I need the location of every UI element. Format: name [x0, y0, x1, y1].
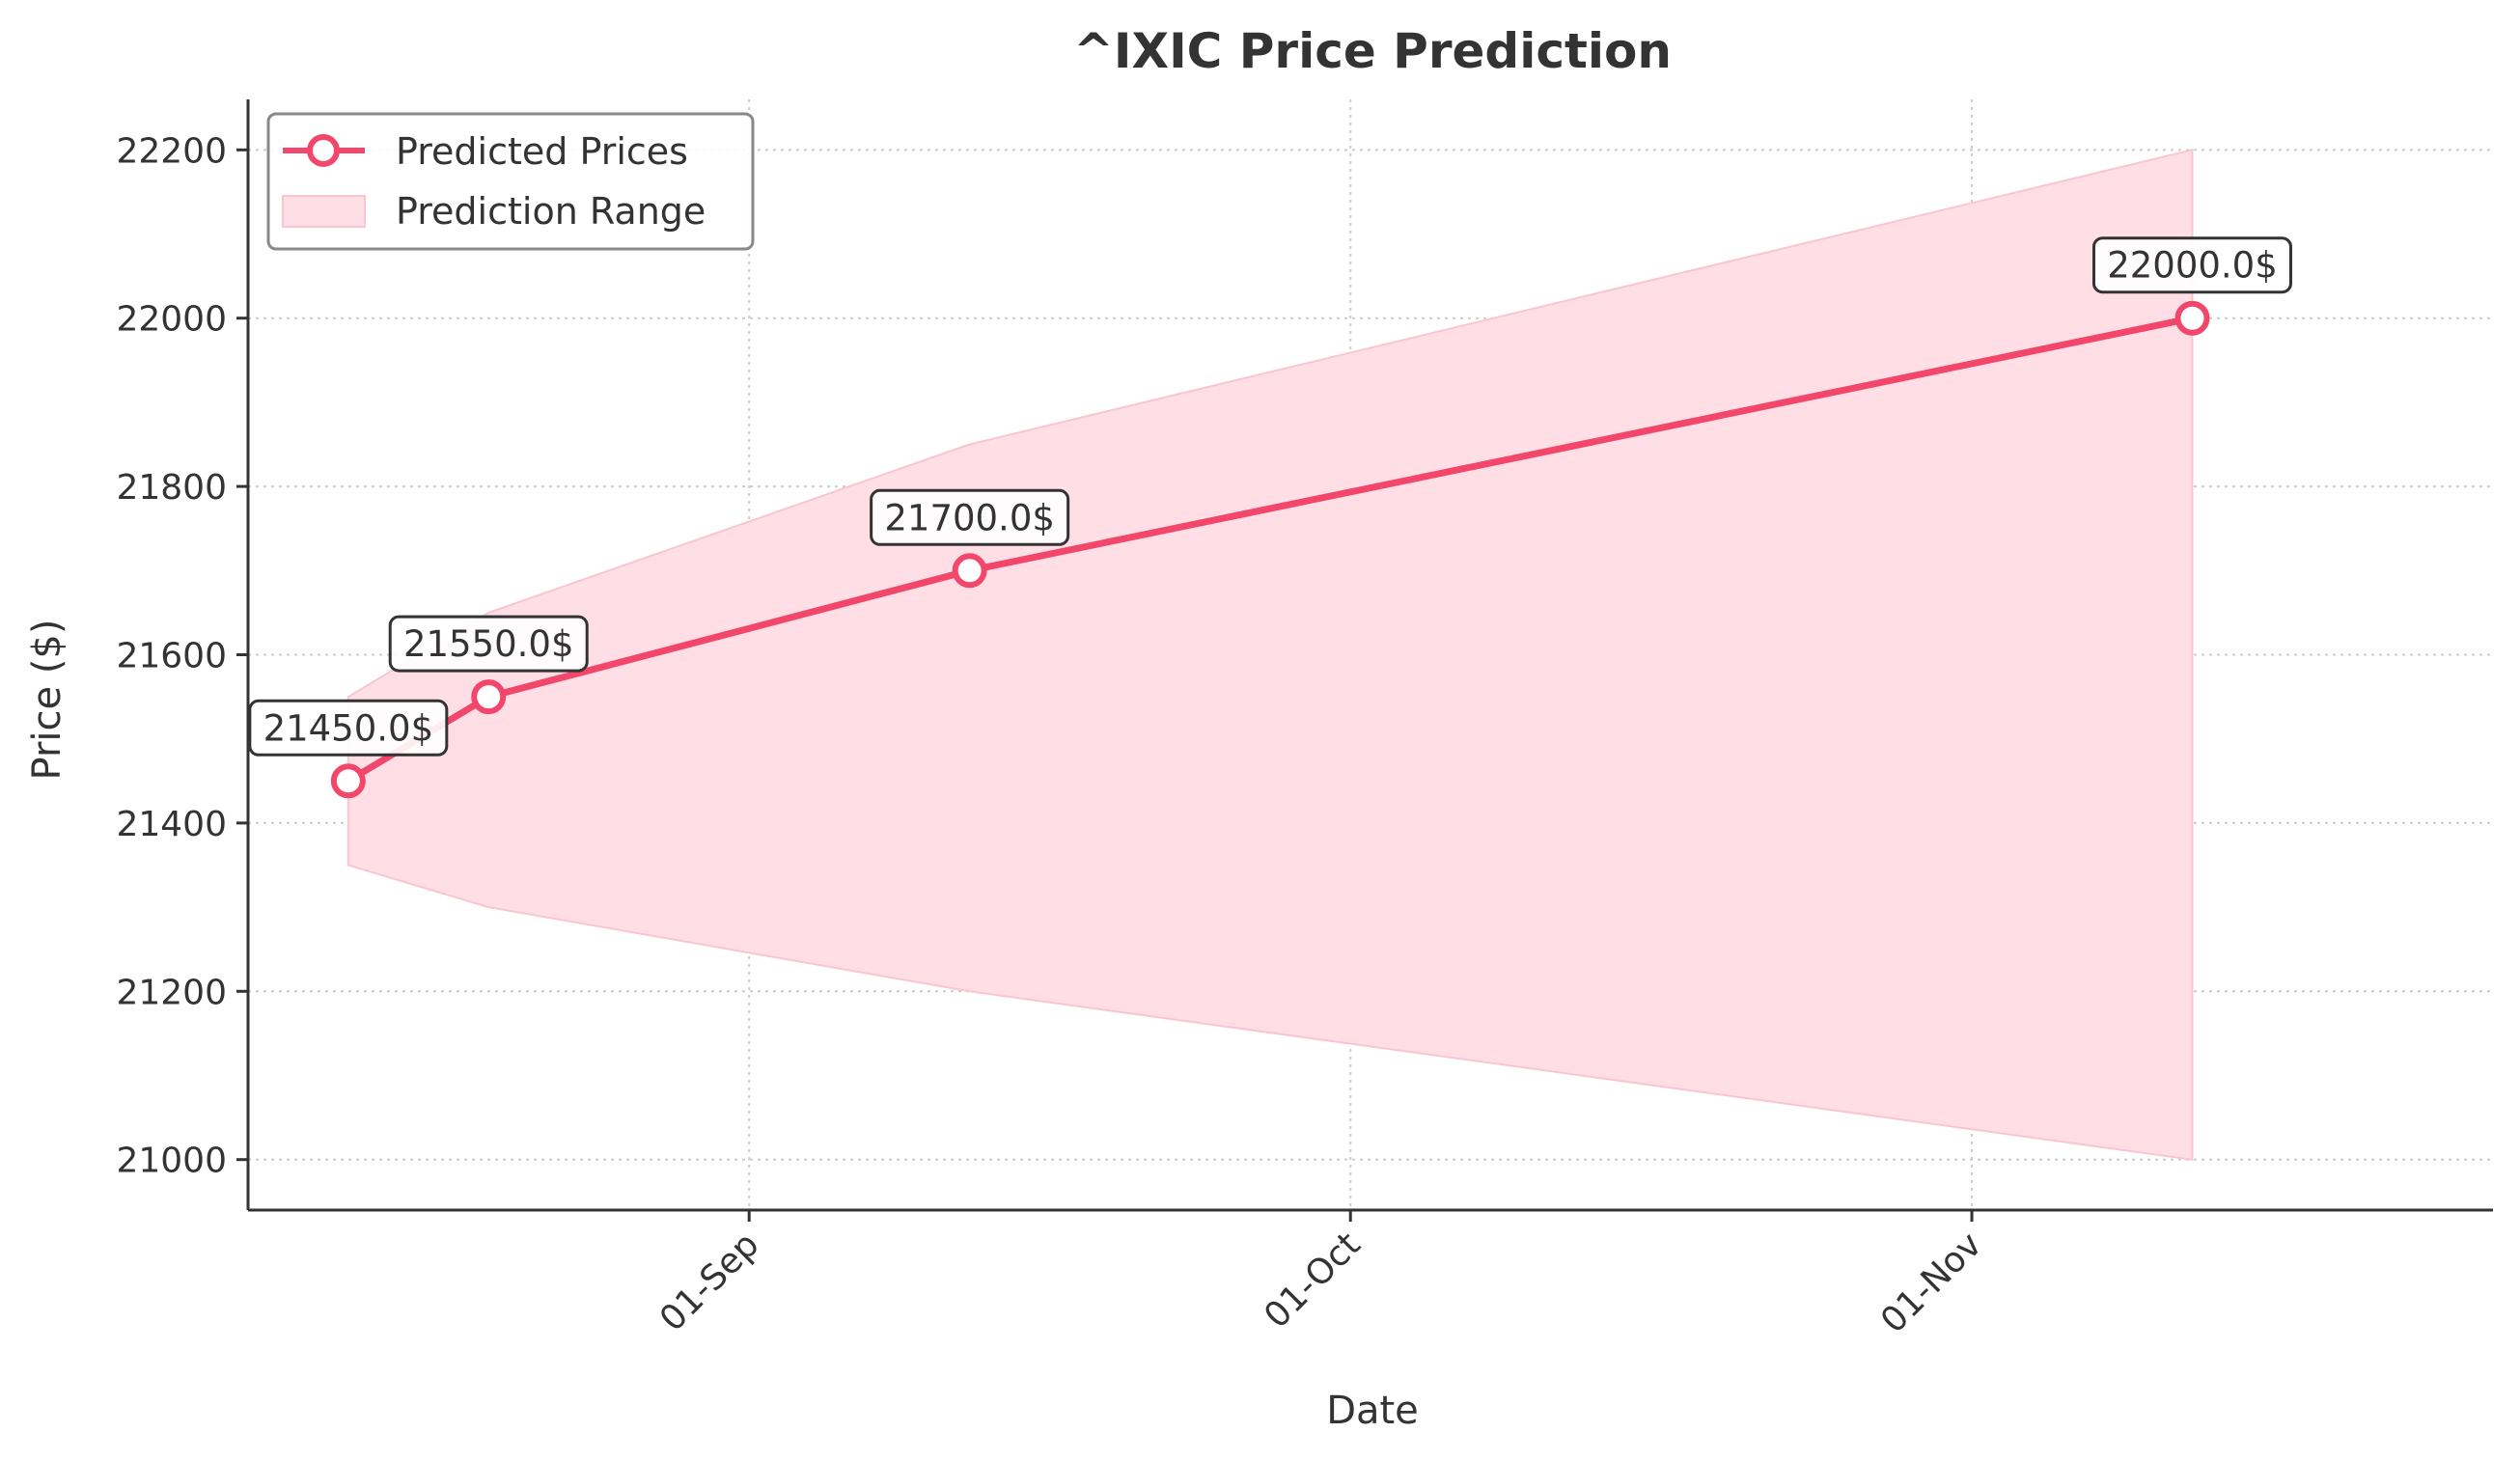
legend: Predicted Prices Prediction Range: [266, 112, 755, 251]
x-tick-label: 01-Oct: [1257, 1225, 1368, 1336]
y-tick-label: 21000: [116, 1142, 227, 1181]
chart-title: ^IXIC Price Prediction: [1073, 23, 1672, 79]
data-label-box: [248, 699, 449, 757]
y-tick-label: 21200: [116, 973, 227, 1012]
legend-band-swatch: [282, 195, 366, 228]
data-label-box: [388, 615, 589, 673]
data-point-marker: [952, 553, 987, 589]
data-label: 21550.0$: [403, 623, 574, 665]
x-axis-label: Date: [1326, 1389, 1419, 1433]
x-tick-label: 01-Nov: [1873, 1225, 1989, 1340]
data-point-marker: [471, 679, 507, 715]
prediction-range-area: [346, 149, 2194, 1161]
legend-label-range: Prediction Range: [396, 190, 706, 233]
data-label-box: [870, 488, 1070, 546]
prediction-range-band: [346, 149, 2194, 1161]
data-labels: 21450.0$ 21550.0$ 21700.0$ 22000.0$: [248, 236, 2292, 757]
y-tick-label: 22200: [116, 131, 227, 171]
y-tick-label: 22000: [116, 300, 227, 340]
y-tick-label: 21600: [116, 637, 227, 676]
y-tick-label: 21400: [116, 805, 227, 844]
legend-marker-swatch: [307, 134, 340, 167]
x-tick-label: 01-Sep: [652, 1225, 767, 1339]
data-point-marker: [330, 763, 366, 799]
legend-box: [266, 112, 755, 251]
data-label: 21700.0$: [884, 497, 1055, 538]
y-axis-label: Price ($): [25, 620, 69, 781]
data-point-marker: [2174, 300, 2210, 336]
data-label-box: [2091, 236, 2292, 294]
legend-label-predicted: Predicted Prices: [396, 130, 688, 173]
data-label: 21450.0$: [263, 707, 434, 749]
y-tick-label: 21800: [116, 468, 227, 508]
data-label: 22000.0$: [2107, 245, 2278, 287]
